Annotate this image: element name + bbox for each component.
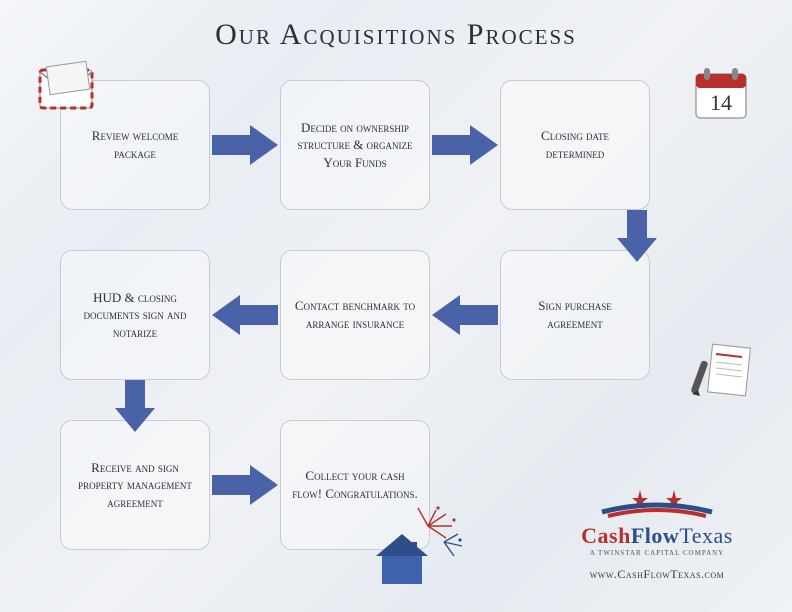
step-label: Contact benchmark to arrange insurance [291,297,419,332]
step-box-2: Decide on ownership structure & organize… [280,80,430,210]
step-label: Decide on ownership structure & organize… [291,119,419,172]
arrow-right-icon [210,463,280,507]
brand-tagline: A TWINSTAR CAPITAL COMPANY [572,549,742,557]
step-label: Review welcome package [71,127,199,162]
step-box-3: Closing date determined [500,80,650,210]
arrow-left-icon [210,293,280,337]
arrow-left-icon [430,293,500,337]
arrow-down-icon [615,208,659,264]
arrow-right-icon [210,123,280,167]
step-box-6: HUD & closing documents sign and notariz… [60,250,210,380]
brand-part: Flow [631,523,679,548]
step-label: Sign purchase agreement [511,297,639,332]
step-box-1: Review welcome package [60,80,210,210]
brand-wordmark: CashFlowTexas [572,523,742,549]
step-box-7: Receive and sign property management agr… [60,420,210,550]
step-box-8: Collect your cash flow! Congratulations. [280,420,430,550]
arrow-down-icon [113,378,157,434]
brand-logo: CashFlowTexas A TWINSTAR CAPITAL COMPANY… [572,478,742,582]
step-box-5: Contact benchmark to arrange insurance [280,250,430,380]
stars-icon [572,478,742,518]
brand-url: www.CashFlowTexas.com [572,567,742,582]
arrow-right-icon [430,123,500,167]
step-box-4: Sign purchase agreement [500,250,650,380]
step-label: Collect your cash flow! Congratulations. [291,467,419,502]
step-label: HUD & closing documents sign and notariz… [71,289,199,342]
step-label: Closing date determined [511,127,639,162]
step-label: Receive and sign property management agr… [71,459,199,512]
brand-part: Texas [679,523,733,548]
brand-part: Cash [581,523,631,548]
flow-row-1: Review welcome package Decide on ownersh… [60,70,732,220]
page-title: Our Acquisitions Process [0,0,792,52]
